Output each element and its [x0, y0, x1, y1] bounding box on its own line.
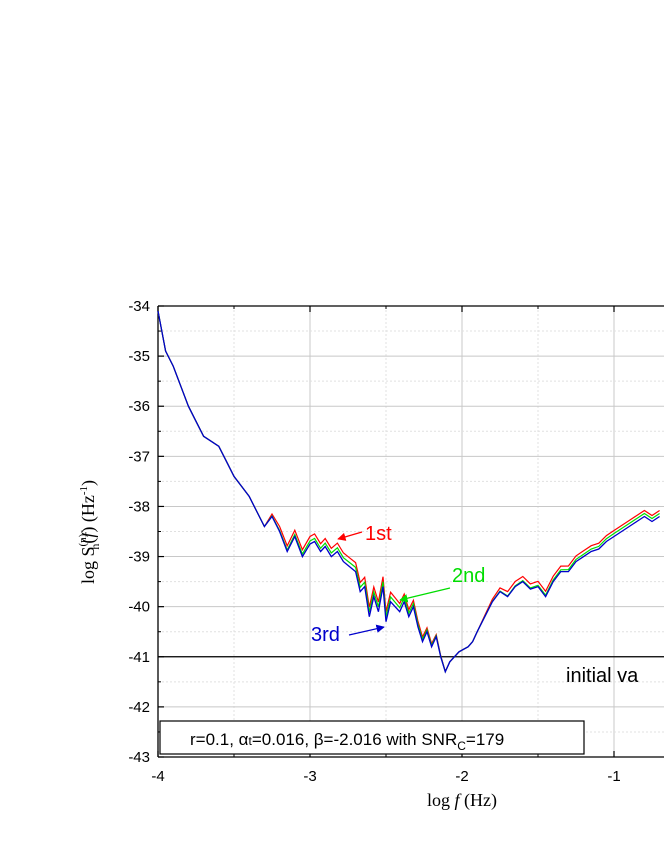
- y-axis-title-part: ): [78, 480, 99, 486]
- y-axis-title-part: (n): [77, 533, 89, 546]
- annotations: 1st 2nd 3rd: [311, 523, 485, 646]
- legend-part: =0.016, β=-2.016 with SNR: [252, 730, 457, 749]
- x-axis-title: log f (Hz): [427, 790, 497, 811]
- x-tick-label: -1: [607, 768, 620, 785]
- legend-snr-sub: C: [457, 739, 466, 753]
- annotation-label-1st: 1st: [365, 523, 392, 545]
- y-tick-label: -38: [128, 498, 150, 515]
- y-tick-label: -37: [128, 448, 150, 465]
- y-axis-title: log S(n)h(f) (Hz-1): [77, 480, 102, 584]
- y-tick-label: -40: [128, 599, 150, 616]
- y-tick-label: -42: [128, 699, 150, 716]
- annotation-label-2nd: 2nd: [452, 565, 485, 587]
- legend-alpha-sub: t: [249, 734, 253, 748]
- y-axis-title-part: -1: [78, 486, 90, 495]
- x-tick-label: -4: [151, 768, 164, 785]
- y-tick-label: -36: [128, 398, 150, 415]
- initial-value-label: initial va: [566, 665, 639, 687]
- x-tick-label: -3: [303, 768, 316, 785]
- y-axis-title-part: log S: [78, 546, 98, 584]
- annotation-label-3rd: 3rd: [311, 624, 340, 646]
- series: [157, 310, 660, 674]
- annotation-arrow-2nd: [399, 587, 451, 603]
- legend-part: r=0.1,: [190, 730, 239, 749]
- y-tick-label: -43: [128, 749, 150, 766]
- annotation-arrow-3rd: [348, 624, 385, 636]
- x-axis-title-part: (Hz): [460, 790, 497, 811]
- y-tick-label: -35: [128, 348, 150, 365]
- y-axis-title-part: (: [78, 538, 99, 544]
- legend-part: =179: [466, 730, 504, 749]
- y-tick-label: -41: [128, 649, 150, 666]
- y-axis-title-part: ) (Hz: [78, 495, 99, 532]
- y-tick-label: -34: [128, 298, 150, 315]
- y-axis-title-part: h: [88, 544, 102, 550]
- x-axis-title-part: log: [427, 790, 455, 810]
- axes: -34 -35 -36 -37 -38 -39 -40 -41 -42 -43-4 -3 -2 -1: [128, 298, 664, 785]
- legend-alpha: α: [239, 730, 249, 749]
- y-tick-label: -39: [128, 549, 150, 566]
- legend: r=0.1, αt=0.016, β=-2.016 with SNRC=179: [159, 720, 585, 755]
- x-axis-title-part: f: [455, 790, 463, 810]
- annotation-arrow-1st: [337, 531, 363, 541]
- y-axis-title-part: f: [78, 530, 98, 538]
- grid: [158, 305, 664, 758]
- axis-titles: log f (Hz)log S(n)h(f) (Hz-1): [77, 480, 497, 811]
- legend-box: [159, 720, 585, 755]
- reference-line: initial va: [158, 656, 664, 687]
- series-3rd-line: [157, 310, 660, 674]
- legend-text: r=0.1, αt=0.016, β=-2.016 with SNRC=179: [190, 730, 504, 753]
- x-tick-label: -2: [455, 768, 468, 785]
